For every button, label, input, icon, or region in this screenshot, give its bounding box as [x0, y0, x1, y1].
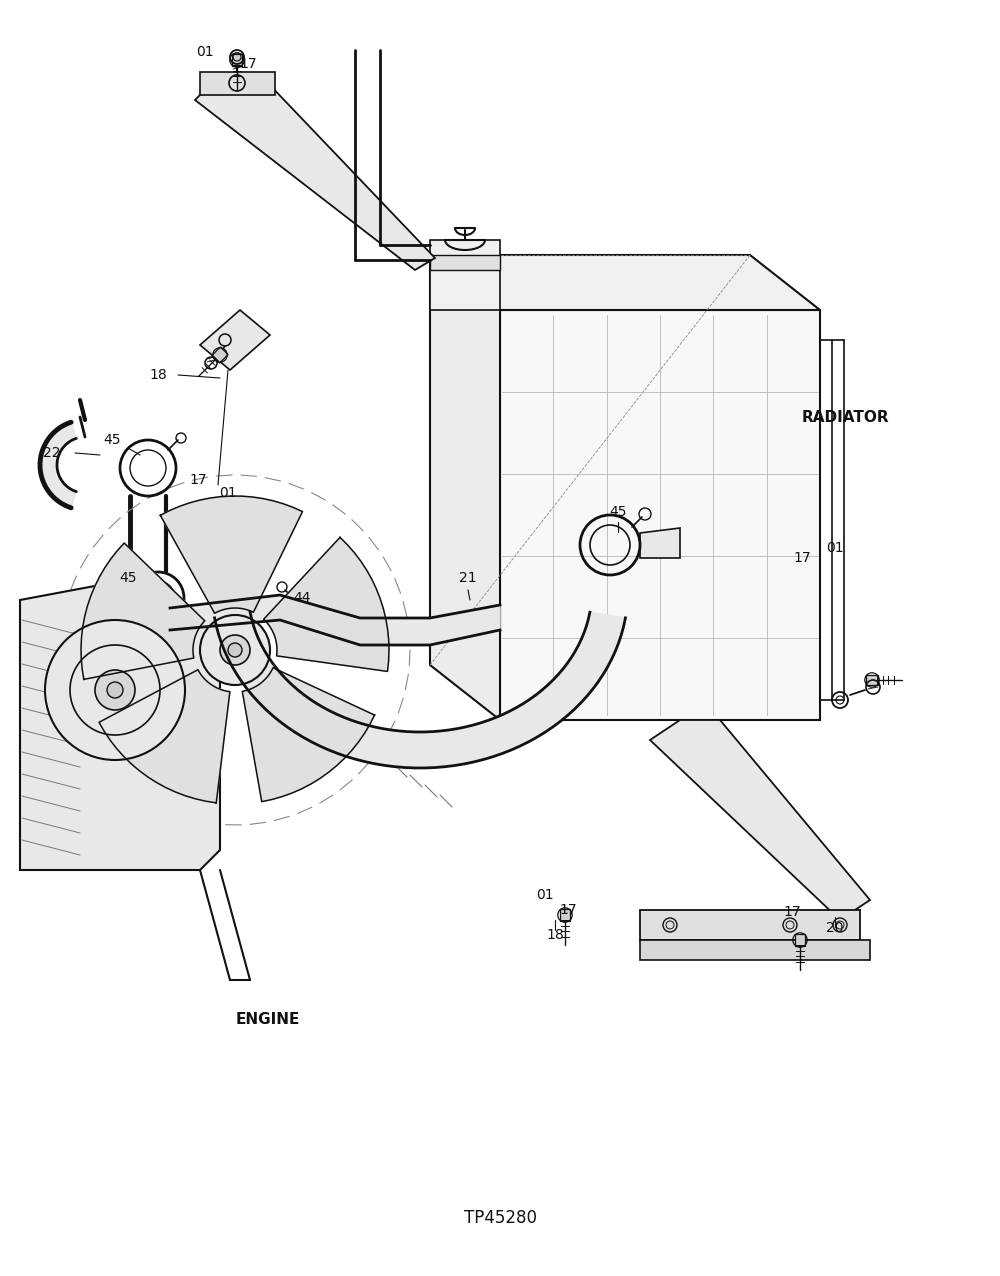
Polygon shape: [640, 940, 870, 960]
Polygon shape: [48, 436, 63, 449]
Polygon shape: [47, 480, 62, 491]
Text: RADIATOR: RADIATOR: [801, 411, 889, 425]
Polygon shape: [41, 456, 58, 461]
Circle shape: [228, 643, 242, 657]
Polygon shape: [42, 473, 59, 481]
Polygon shape: [41, 471, 58, 478]
Text: 01: 01: [826, 541, 844, 555]
Text: 20: 20: [826, 921, 844, 935]
Polygon shape: [430, 255, 820, 310]
Polygon shape: [232, 54, 242, 66]
Polygon shape: [44, 444, 60, 453]
Polygon shape: [61, 426, 71, 441]
Polygon shape: [20, 584, 220, 870]
Polygon shape: [52, 484, 66, 498]
Polygon shape: [41, 470, 58, 475]
Polygon shape: [200, 310, 270, 370]
Circle shape: [95, 670, 135, 709]
Polygon shape: [50, 435, 64, 448]
Polygon shape: [40, 461, 57, 464]
Polygon shape: [45, 441, 61, 452]
Text: 45: 45: [609, 505, 627, 519]
Polygon shape: [160, 496, 303, 614]
Polygon shape: [63, 490, 73, 505]
Polygon shape: [66, 490, 75, 507]
Polygon shape: [47, 439, 62, 450]
Circle shape: [200, 615, 270, 685]
Polygon shape: [795, 934, 805, 946]
Polygon shape: [44, 476, 60, 486]
Polygon shape: [40, 463, 57, 467]
Polygon shape: [45, 478, 61, 489]
Polygon shape: [56, 486, 68, 501]
Polygon shape: [40, 458, 57, 462]
Polygon shape: [81, 544, 205, 679]
Circle shape: [220, 635, 250, 665]
Polygon shape: [50, 482, 64, 495]
Circle shape: [107, 681, 123, 698]
Text: 17: 17: [783, 905, 801, 919]
Polygon shape: [242, 667, 375, 801]
Polygon shape: [63, 425, 73, 440]
Polygon shape: [430, 255, 500, 271]
Text: 45: 45: [119, 570, 137, 584]
Text: 17: 17: [793, 551, 811, 565]
Circle shape: [45, 620, 185, 760]
Text: 21: 21: [459, 570, 477, 584]
Text: ENGINE: ENGINE: [236, 1012, 300, 1027]
Text: 45: 45: [103, 433, 121, 447]
Polygon shape: [66, 424, 75, 440]
Polygon shape: [500, 310, 820, 720]
Polygon shape: [650, 720, 870, 920]
Text: TP45280: TP45280: [464, 1208, 536, 1228]
Polygon shape: [99, 670, 230, 803]
Polygon shape: [43, 447, 59, 456]
Text: 01: 01: [196, 45, 214, 59]
Polygon shape: [200, 71, 275, 94]
Polygon shape: [56, 429, 68, 444]
Polygon shape: [640, 528, 680, 558]
Text: 18: 18: [546, 928, 564, 942]
Polygon shape: [54, 430, 67, 445]
Text: 44: 44: [293, 591, 311, 605]
Polygon shape: [54, 485, 67, 499]
Text: 17: 17: [239, 57, 257, 71]
Polygon shape: [640, 910, 860, 940]
Polygon shape: [170, 595, 500, 644]
Text: 17: 17: [189, 473, 207, 487]
Text: 01: 01: [219, 486, 237, 500]
Polygon shape: [61, 489, 71, 504]
Polygon shape: [430, 240, 500, 310]
Polygon shape: [42, 449, 59, 457]
Polygon shape: [215, 612, 625, 768]
Polygon shape: [43, 475, 59, 484]
Polygon shape: [195, 80, 435, 271]
Polygon shape: [40, 466, 57, 470]
Text: 17: 17: [559, 903, 577, 917]
Polygon shape: [212, 347, 228, 364]
Text: 18: 18: [149, 367, 167, 382]
Polygon shape: [68, 491, 76, 508]
Polygon shape: [40, 468, 57, 472]
Polygon shape: [58, 427, 70, 443]
Polygon shape: [866, 675, 878, 685]
Polygon shape: [48, 481, 63, 494]
Polygon shape: [58, 487, 70, 503]
Polygon shape: [264, 537, 389, 671]
Polygon shape: [52, 433, 66, 447]
Text: 01: 01: [536, 888, 554, 902]
Text: 22: 22: [43, 447, 61, 461]
Polygon shape: [68, 422, 76, 439]
Polygon shape: [430, 255, 500, 720]
Polygon shape: [560, 909, 570, 921]
Polygon shape: [41, 452, 58, 459]
